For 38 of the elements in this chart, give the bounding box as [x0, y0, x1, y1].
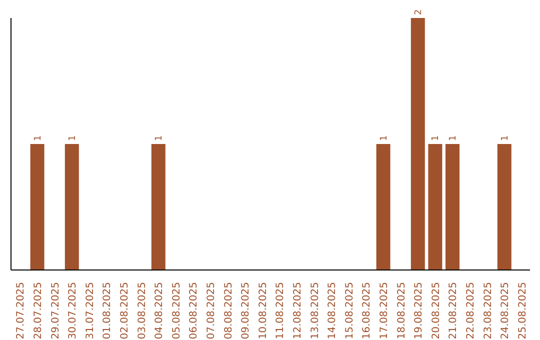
x-tick-label: 24.08.2025	[500, 282, 512, 340]
x-tick-label: 02.08.2025	[119, 282, 130, 340]
x-tick-label: 13.08.2025	[310, 282, 321, 340]
data-label: 1	[431, 135, 442, 141]
x-tick-label: 01.08.2025	[102, 282, 114, 340]
data-label: 1	[448, 135, 458, 141]
x-tick-label: 04.08.2025	[154, 282, 166, 340]
x-tick-label: 21.08.2025	[448, 282, 460, 340]
x-tick-label: 23.08.2025	[482, 282, 494, 340]
x-tick-label: 05.08.2025	[171, 282, 182, 340]
data-label: 1	[379, 135, 390, 141]
data-label: 1	[154, 135, 164, 141]
data-label: 1	[33, 135, 44, 141]
x-tick-label: 15.08.2025	[344, 282, 356, 340]
x-tick-label: 31.07.2025	[84, 282, 96, 340]
data-label: 1	[500, 135, 510, 141]
x-tick-label: 09.08.2025	[240, 282, 252, 340]
x-tick-label: 08.08.2025	[223, 282, 234, 340]
x-tick-label: 25.08.2025	[517, 282, 528, 340]
x-tick-label: 16.08.2025	[362, 282, 373, 340]
x-tick-label: 20.08.2025	[430, 282, 442, 340]
x-tick-label: 17.08.2025	[378, 282, 390, 340]
data-label: 1	[68, 135, 78, 141]
x-tick-label: 22.08.2025	[465, 282, 476, 340]
x-tick-label: 27.07.2025	[16, 282, 27, 340]
x-tick-label: 18.08.2025	[396, 282, 408, 340]
x-tick-label: 11.08.2025	[275, 282, 286, 340]
x-tick-label: 19.08.2025	[414, 282, 425, 340]
x-tick-label: 29.07.2025	[50, 282, 62, 340]
x-tick-label: 14.08.2025	[327, 282, 338, 340]
x-tick-label: 03.08.2025	[136, 282, 148, 340]
x-tick-label: 07.08.2025	[206, 282, 217, 340]
x-tick-label: 06.08.2025	[188, 282, 200, 340]
x-tick-label: 30.07.2025	[68, 282, 79, 340]
x-tick-label: 28.07.2025	[32, 282, 44, 340]
data-label: 2	[414, 9, 424, 15]
x-tick-label: 12.08.2025	[292, 282, 304, 340]
x-tick-label: 10.08.2025	[258, 282, 269, 340]
